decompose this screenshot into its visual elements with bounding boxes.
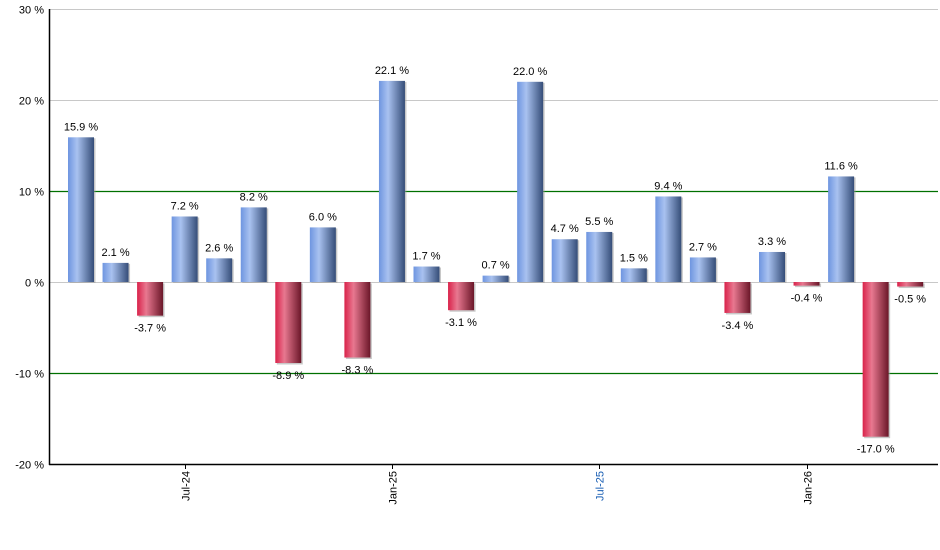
x-tick-label: Jul-24 bbox=[181, 471, 193, 501]
bar-value-label: -3.7 % bbox=[134, 323, 166, 335]
bar-value-label: 6.0 % bbox=[309, 211, 337, 223]
y-tick-label: 10 % bbox=[19, 187, 44, 199]
bar-value-label: 2.1 % bbox=[101, 247, 129, 259]
y-tick-label: -20 % bbox=[15, 460, 44, 472]
bars bbox=[68, 80, 925, 439]
x-tick-label[interactable]: Jul-25 bbox=[595, 471, 607, 501]
bar-value-label: 11.6 % bbox=[824, 160, 858, 172]
bar-positive[interactable] bbox=[759, 251, 785, 282]
bar-positive[interactable] bbox=[206, 258, 233, 282]
y-tick-label: 20 % bbox=[19, 96, 44, 108]
bar-value-label: 0.7 % bbox=[482, 260, 510, 272]
bar-positive[interactable] bbox=[171, 216, 198, 282]
bar-positive[interactable] bbox=[482, 275, 509, 282]
bar-value-label: 22.1 % bbox=[375, 65, 409, 77]
bar-positive[interactable] bbox=[586, 231, 613, 282]
bar-value-label: -17.0 % bbox=[857, 444, 895, 456]
bar-value-label: 7.2 % bbox=[171, 200, 199, 212]
y-tick-label: 30 % bbox=[19, 5, 44, 17]
bar-value-label: 22.0 % bbox=[513, 66, 547, 78]
bar-positive[interactable] bbox=[309, 227, 336, 282]
bar-positive[interactable] bbox=[620, 268, 647, 282]
bar-value-label: -3.4 % bbox=[722, 320, 754, 332]
bar-positive[interactable] bbox=[68, 137, 94, 282]
bar-positive[interactable] bbox=[655, 196, 682, 282]
x-tick-label: Jan-25 bbox=[388, 471, 400, 505]
bar-value-label: 4.7 % bbox=[551, 223, 579, 235]
x-tick-label: Jan-26 bbox=[803, 471, 815, 505]
axes bbox=[48, 9, 938, 469]
bar-value-label: -0.5 % bbox=[894, 294, 926, 306]
bar-negative[interactable] bbox=[897, 282, 924, 287]
bar-value-label: -0.4 % bbox=[791, 293, 823, 305]
bar-value-label: -8.3 % bbox=[342, 365, 374, 377]
bar-value-label: 8.2 % bbox=[240, 191, 268, 203]
bar-positive[interactable] bbox=[102, 262, 129, 282]
bar-value-label: 3.3 % bbox=[758, 236, 786, 248]
bar-value-label: 9.4 % bbox=[654, 180, 682, 192]
bar-value-label: -8.9 % bbox=[272, 370, 304, 382]
bar-positive[interactable] bbox=[240, 207, 267, 282]
y-axis-labels: 30 % 20 % 10 % 0 % -10 % -20 % bbox=[15, 5, 44, 472]
bar-positive[interactable] bbox=[378, 80, 405, 282]
x-axis-labels: Jul-24 Jan-25 Jul-25 Jan-26 bbox=[181, 471, 815, 505]
bar-negative[interactable] bbox=[344, 282, 371, 358]
bar-positive[interactable] bbox=[689, 257, 716, 282]
bar-value-label: 2.7 % bbox=[689, 241, 717, 253]
bar-negative[interactable] bbox=[137, 282, 164, 316]
bar-positive[interactable] bbox=[517, 81, 544, 282]
grid-lines bbox=[49, 9, 938, 375]
bar-positive[interactable] bbox=[413, 266, 440, 282]
bar-value-label: 1.5 % bbox=[620, 252, 648, 264]
bar-positive[interactable] bbox=[828, 176, 855, 282]
bar-value-label: 15.9 % bbox=[64, 121, 98, 133]
y-tick-label: 0 % bbox=[25, 278, 44, 290]
y-tick-label: -10 % bbox=[15, 369, 44, 381]
bar-value-label: 2.6 % bbox=[205, 242, 233, 254]
bar-negative[interactable] bbox=[793, 282, 820, 286]
bar-value-label: 5.5 % bbox=[585, 216, 613, 228]
bar-negative[interactable] bbox=[275, 282, 302, 363]
bar-positive[interactable] bbox=[551, 239, 578, 282]
bar-negative[interactable] bbox=[862, 282, 889, 437]
bar-negative[interactable] bbox=[448, 282, 475, 311]
bar-value-label: -3.1 % bbox=[445, 317, 477, 329]
bar-value-label: 1.7 % bbox=[412, 251, 440, 263]
value-labels: 15.9 % 2.1 % -3.7 % 7.2 % 2.6 % 8.2 % -8.9 % 6.… bbox=[64, 65, 926, 456]
bar-negative[interactable] bbox=[724, 282, 751, 313]
